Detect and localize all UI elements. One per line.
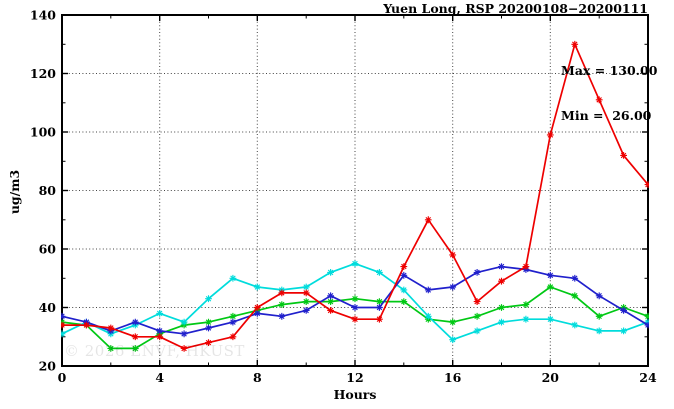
x-tick-label: 4 — [155, 370, 164, 385]
max-annotation: Max = 130.00 — [561, 63, 658, 78]
y-tick-label: 20 — [39, 358, 57, 373]
plot-border — [61, 14, 649, 367]
watermark: © 2026 ENVF, HKUST — [64, 342, 245, 360]
x-tick-label: 24 — [639, 370, 657, 385]
y-axis-label: ug/m3 — [7, 169, 22, 215]
x-tick-label: 12 — [346, 370, 363, 385]
y-tick-label: 40 — [39, 300, 57, 315]
min-annotation: Min = 26.00 — [561, 108, 652, 123]
y-tick-label: 60 — [39, 241, 57, 256]
series-markers-red — [61, 40, 649, 352]
x-tick-label: 16 — [444, 370, 462, 385]
maxmin-annotation: Max = 130.00 Min = 26.00 — [561, 33, 657, 153]
y-tick-label: 100 — [30, 124, 56, 139]
y-tick-label: 80 — [39, 183, 57, 198]
x-tick-label: 0 — [58, 370, 67, 385]
chart-title: Yuen Long, RSP 20200108−20200111 — [383, 1, 648, 16]
y-tick-label: 140 — [30, 7, 56, 22]
x-tick-label: 20 — [542, 370, 560, 385]
x-axis-label: Hours — [333, 387, 377, 402]
y-tick-label: 120 — [30, 66, 56, 81]
x-tick-label: 8 — [253, 370, 262, 385]
